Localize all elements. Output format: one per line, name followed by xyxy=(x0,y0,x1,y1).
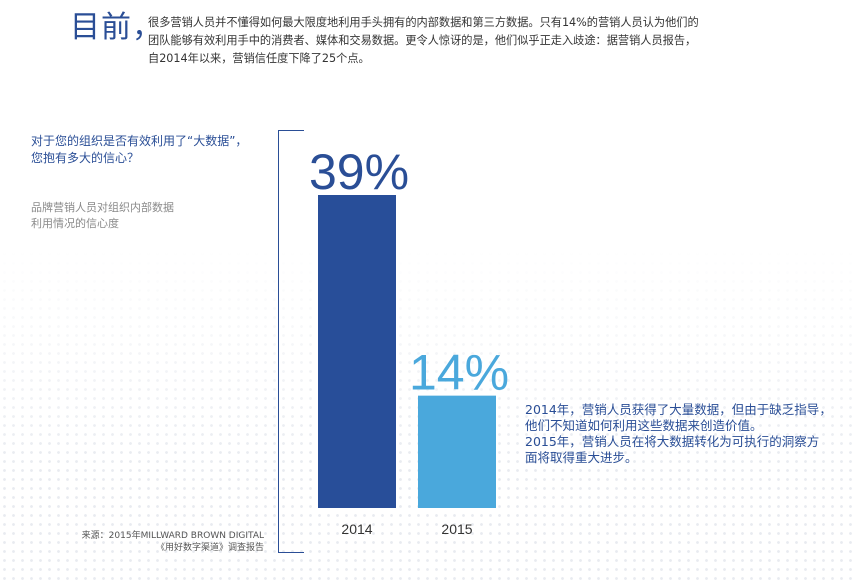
chart-annotation: 2014年，营销人员获得了大量数据，但由于缺乏指导， 他们不知道如何利用这些数据… xyxy=(525,402,832,465)
category-label-2015: 2015 xyxy=(441,521,472,537)
category-label-2014: 2014 xyxy=(341,521,372,537)
source-note: 来源：2015年MILLWARD BROWN DIGITAL 《用好数字渠道》调… xyxy=(81,531,264,553)
value-label-2014: 39% xyxy=(309,144,409,200)
headline-title: 目前， xyxy=(70,10,163,45)
headline-body: 很多营销人员并不懂得如何最大限度地利用手头拥有的内部数据和第三方数据。只有14%… xyxy=(148,16,699,65)
chart-bracket xyxy=(278,130,304,553)
bar-2015 xyxy=(418,395,496,508)
value-label-2015: 14% xyxy=(409,345,509,401)
chart-subtitle: 品牌营销人员对组织内部数据 利用情况的信心度 xyxy=(31,201,174,230)
bar-2014 xyxy=(318,195,396,508)
chart-question: 对于您的组织是否有效利用了“大数据”， 您抱有多大的信心？ xyxy=(31,134,248,165)
